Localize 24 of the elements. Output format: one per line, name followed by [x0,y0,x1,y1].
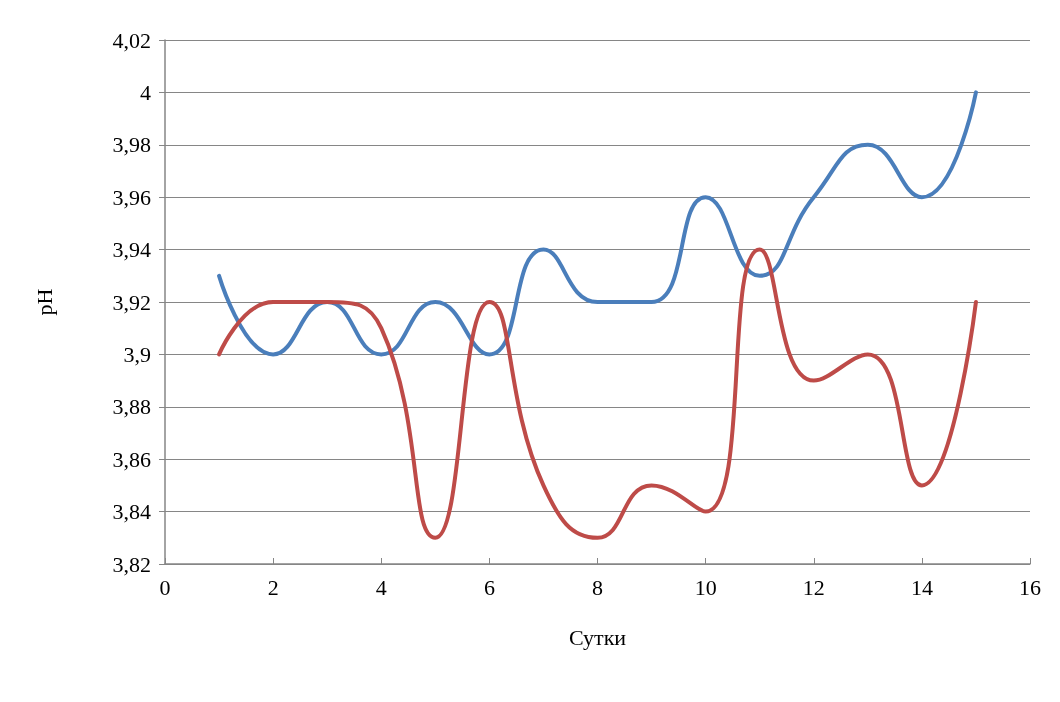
y-tick-label: 4 [140,79,151,105]
x-tick-label: 8 [592,574,603,600]
x-tick-label: 16 [1019,574,1041,600]
y-tick-label: 3,94 [112,237,151,263]
x-tick-label: 6 [483,574,495,600]
x-axis-title: Сутки [568,624,627,650]
x-tick-label: 12 [802,574,825,600]
y-tick-label: 3,9 [123,341,151,367]
y-tick-label: 3,82 [112,551,151,577]
x-tick-label: 2 [267,574,279,600]
y-axis-title: pH [31,288,57,316]
y-tick-label: 3,92 [112,289,151,315]
y-tick-label: 3,98 [112,132,151,158]
y-tick-label: 3,86 [112,446,151,472]
x-tick-label: 10 [694,574,717,600]
y-tick-label: 3,88 [112,394,151,420]
x-tick-label: 0 [159,574,171,600]
y-tick-label: 3,84 [112,499,151,525]
line-series [217,90,978,357]
x-tick-label: 4 [375,574,387,600]
y-tick-label: 4,02 [112,27,151,53]
x-tick-label: 14 [910,574,933,600]
y-tick-label: 3,96 [112,184,151,210]
line-series [217,247,978,540]
